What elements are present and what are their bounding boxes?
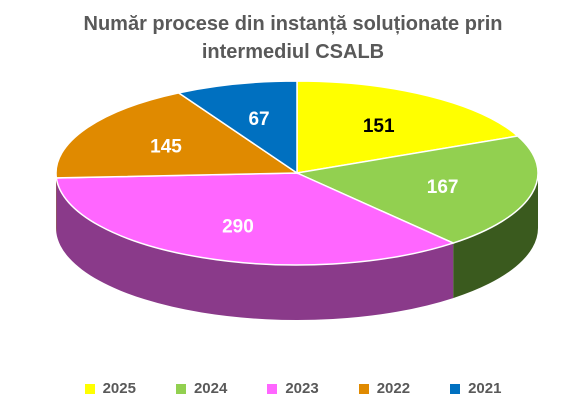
data-label-2023: 290 <box>222 216 254 237</box>
legend-item-2023: 2023 <box>267 380 319 397</box>
data-label-2025: 151 <box>363 116 395 137</box>
legend-label: 2025 <box>102 380 136 397</box>
data-label-2021: 67 <box>248 109 269 130</box>
legend-swatch <box>267 383 278 394</box>
legend-swatch <box>450 383 461 394</box>
data-label-2022: 145 <box>150 137 182 158</box>
data-label-2024: 167 <box>427 177 459 198</box>
pie-slice-2025 <box>296 80 520 174</box>
pie-slice-2021 <box>176 80 298 175</box>
legend-item-2025: 2025 <box>84 380 136 397</box>
legend-item-2022: 2022 <box>358 380 411 397</box>
pie-slice-2022 <box>55 92 300 179</box>
pie-side-2024 <box>453 173 538 299</box>
pie-side-2023 <box>56 177 454 320</box>
legend-label: 2022 <box>376 380 411 397</box>
legend-item-2024: 2024 <box>175 380 228 397</box>
chart-title-line-1: Număr procese din instanță soluționate p… <box>83 13 503 35</box>
pie-slice-2024 <box>294 135 539 244</box>
legend-label: 2024 <box>193 380 228 397</box>
legend-label: 2021 <box>468 380 502 397</box>
chart-title: Număr procese din instanță soluționate p… <box>0 10 586 66</box>
legend-label: 2023 <box>285 380 319 397</box>
legend-item-2021: 2021 <box>450 380 501 397</box>
legend-swatch <box>84 383 95 394</box>
pie-side-layer <box>56 173 538 320</box>
pie-slice-2023 <box>55 172 456 266</box>
chart-title-line-2: intermediul CSALB <box>201 41 385 63</box>
legend: 2025 2024 2023 2022 2021 <box>0 380 586 397</box>
legend-swatch <box>358 383 369 394</box>
legend-swatch <box>175 383 186 394</box>
